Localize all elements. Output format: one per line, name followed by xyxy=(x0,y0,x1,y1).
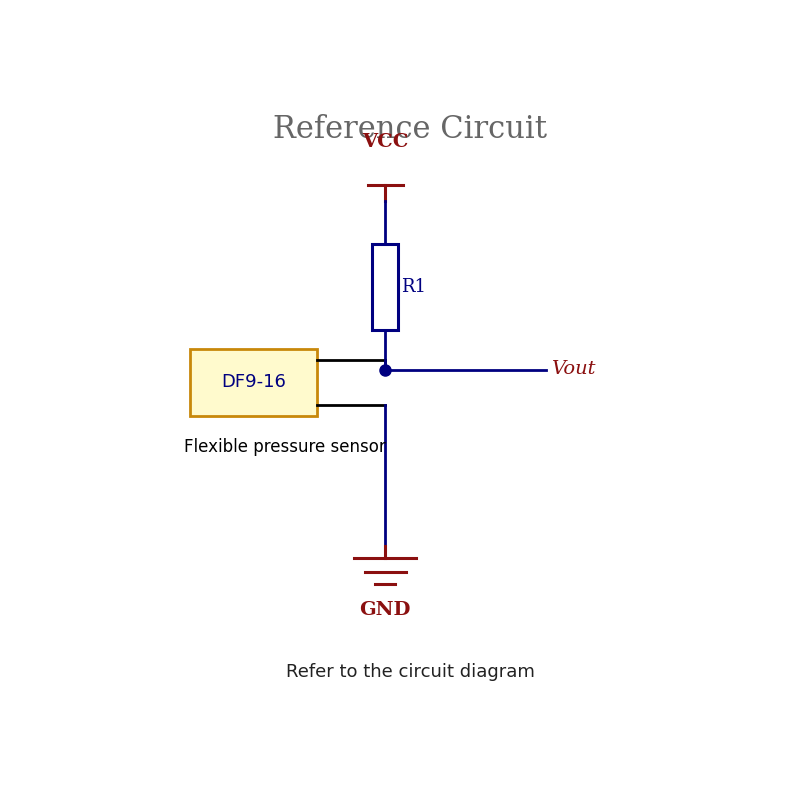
Text: Refer to the circuit diagram: Refer to the circuit diagram xyxy=(286,663,534,681)
Text: Reference Circuit: Reference Circuit xyxy=(273,114,547,146)
Bar xyxy=(372,244,398,330)
Text: VCC: VCC xyxy=(362,134,408,151)
Text: GND: GND xyxy=(359,601,411,619)
Bar xyxy=(190,349,317,416)
Text: Flexible pressure sensor: Flexible pressure sensor xyxy=(184,438,386,456)
Text: Vout: Vout xyxy=(551,360,596,378)
Text: R1: R1 xyxy=(401,278,426,296)
Text: DF9-16: DF9-16 xyxy=(221,374,286,391)
